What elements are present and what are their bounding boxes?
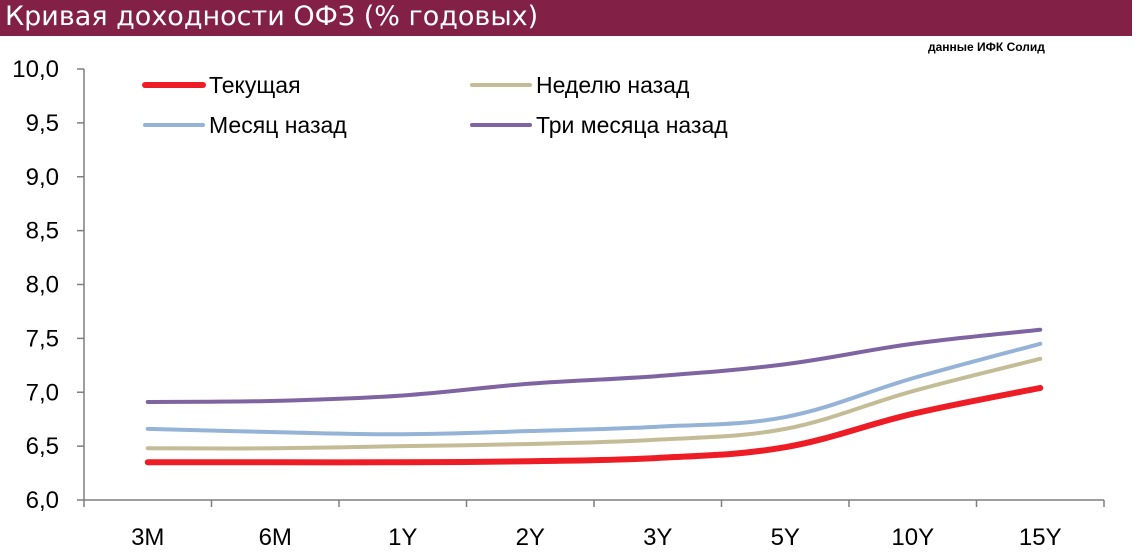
y-tick-label: 10,0 (12, 56, 59, 83)
x-axis-ticks: 3M 6M 1Y 2Y 3Y 5Y 10Y 15Y (83, 500, 1105, 551)
chart-series (144, 327, 1044, 466)
series-line-week-ago (145, 356, 1043, 451)
x-tick-label: 5Y (771, 524, 800, 551)
x-tick-label: 1Y (388, 524, 417, 551)
y-tick-label: 9,0 (26, 164, 59, 191)
x-tick-label: 3M (131, 524, 164, 551)
x-tick-label: 6M (259, 524, 292, 551)
chart-legend: Текущая Неделю назад Месяц назад Три месяца… (142, 72, 728, 138)
x-tick-label: 10Y (891, 524, 934, 551)
y-tick-label: 6,5 (26, 433, 59, 460)
chart-title: Кривая доходности ОФЗ (% годовых) (5, 1, 539, 32)
series-line-current (144, 384, 1044, 466)
y-axis-ticks: 10,0 9,5 9,0 8,5 8,0 7,5 7,0 6,5 6,0 (12, 56, 84, 514)
x-tick-label: 2Y (516, 524, 545, 551)
legend-label-week-ago: Неделю назад (536, 72, 690, 98)
y-tick-label: 8,0 (26, 272, 59, 299)
x-tick-label: 15Y (1019, 524, 1062, 551)
legend-label-current: Текущая (209, 72, 301, 98)
y-tick-label: 8,5 (26, 218, 59, 245)
y-tick-label: 6,0 (26, 487, 59, 514)
y-tick-label: 7,0 (26, 379, 59, 406)
y-tick-label: 7,5 (26, 325, 59, 352)
legend-label-three-months-ago: Три месяца назад (536, 112, 728, 138)
series-line-three-months-ago (145, 327, 1043, 404)
title-bar: Кривая доходности ОФЗ (% годовых) (0, 0, 1132, 36)
y-tick-label: 9,5 (26, 110, 59, 137)
series-line-month-ago (145, 341, 1043, 437)
x-tick-label: 3Y (643, 524, 672, 551)
source-note: данные ИФК Солид (928, 40, 1045, 54)
legend-label-month-ago: Месяц назад (209, 112, 347, 138)
